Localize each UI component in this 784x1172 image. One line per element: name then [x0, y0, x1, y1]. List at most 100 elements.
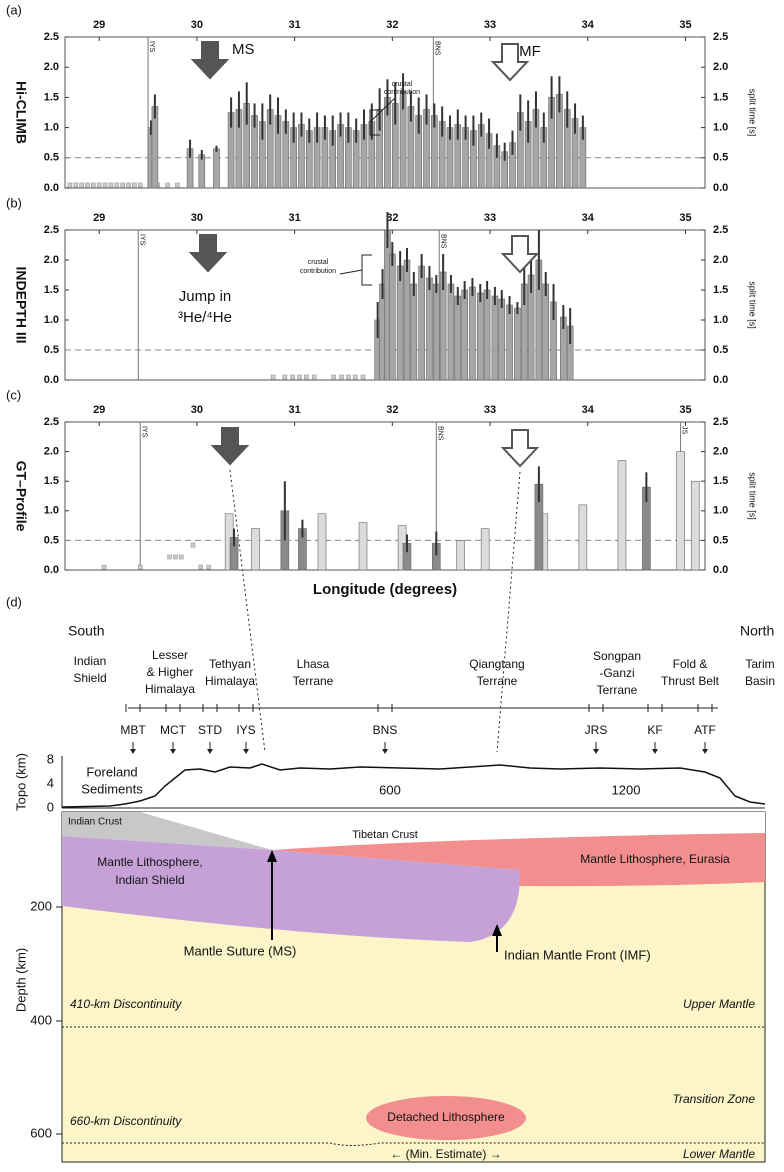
depth-tick-label: 200: [30, 898, 52, 913]
x-tick-label: 34: [582, 19, 595, 31]
y-tick-label: 0.0: [44, 182, 59, 194]
region-label: Thrust Belt: [661, 674, 720, 688]
suture-label: STD: [198, 723, 222, 737]
y2-tick-label: 1.5: [713, 284, 728, 296]
null-point: [178, 554, 184, 560]
null-point: [96, 182, 102, 188]
y-tick-label: 2.5: [44, 416, 59, 428]
null-point: [167, 554, 172, 560]
bar: [426, 277, 433, 381]
null-point: [297, 374, 302, 380]
y-tick-label: 0.5: [44, 344, 59, 356]
direction-label: North: [740, 623, 774, 639]
distance-tick-label: 1200: [612, 782, 641, 797]
null-point: [120, 182, 125, 188]
foreland-label: Sediments: [81, 781, 143, 796]
bar: [542, 283, 550, 381]
bar: [432, 283, 440, 381]
region-label: Shield: [73, 671, 106, 685]
null-point: [67, 182, 73, 188]
panel-label: (b): [6, 195, 22, 210]
topo-tick-label: 8: [47, 751, 54, 766]
discontinuity-label: 410-km Discontinuity: [70, 997, 182, 1011]
null-point: [132, 182, 137, 188]
arrow-filled: [188, 234, 228, 273]
suture-label: MCT: [160, 723, 187, 737]
y2-tick-label: 2.5: [713, 416, 728, 428]
bar: [514, 307, 521, 381]
region-label: Fold &: [673, 657, 708, 671]
x-tick-label: 35: [679, 19, 691, 31]
x-tick-label: 34: [582, 212, 595, 224]
y-tick-label: 1.0: [44, 314, 59, 326]
null-point: [304, 374, 309, 380]
y-tick-label: 0.5: [44, 534, 59, 546]
annotation: contribution: [384, 89, 420, 96]
bar: [617, 460, 627, 571]
arrow-hollow: [500, 429, 540, 468]
y-tick-label: 0.0: [44, 564, 59, 576]
x-axis-label: Longitude (degrees): [313, 581, 457, 598]
boundary-label: BNS: [439, 234, 446, 249]
y2-axis-label: split time [s]: [748, 281, 758, 329]
indian-lithosphere-shape: [62, 836, 521, 942]
y2-tick-label: 0.5: [713, 152, 728, 164]
cross-section: [56, 811, 766, 1163]
null-point: [173, 554, 178, 560]
suture-arrowhead: [593, 749, 599, 754]
y2-axis-label: split time [s]: [748, 472, 758, 520]
x-tick-label: 33: [484, 212, 496, 224]
suture-label: KF: [647, 723, 662, 737]
bar: [213, 148, 220, 189]
layer-label: Mantle Lithosphere, Eurasia: [580, 852, 730, 866]
null-point: [290, 374, 295, 380]
arrow-hollow: [500, 235, 540, 274]
null-point: [270, 374, 276, 380]
y2-tick-label: 2.0: [713, 254, 728, 266]
bar: [198, 154, 206, 189]
null-point: [137, 182, 143, 188]
annotation: contribution: [300, 268, 336, 275]
bar: [456, 540, 466, 571]
y2-tick-label: 2.5: [713, 224, 728, 236]
connector: [496, 471, 521, 753]
y-tick-label: 2.5: [44, 31, 59, 43]
bar: [578, 504, 588, 571]
x-tick-label: 29: [93, 19, 105, 31]
depth-tick-label: 400: [30, 1012, 52, 1027]
x-tick-label: 35: [679, 212, 691, 224]
null-point: [108, 182, 114, 188]
null-point: [346, 374, 351, 380]
x-tick-label: 32: [386, 212, 398, 224]
bar: [676, 451, 685, 571]
eurasian-lithosphere-shape: [272, 833, 765, 887]
suture-arrowhead: [170, 749, 176, 754]
region-label: Basin: [745, 674, 775, 688]
region-label: Songpan: [593, 649, 641, 663]
suture-label: IYS: [236, 723, 255, 737]
x-tick-label: 30: [191, 404, 203, 416]
y-axis-label: GT–Profile: [13, 461, 29, 532]
null-point: [137, 564, 143, 570]
null-point: [165, 182, 170, 188]
null-point: [126, 182, 131, 188]
bar: [403, 259, 411, 381]
arrow-hollow: [490, 43, 530, 82]
boundary-label: JS: [681, 426, 688, 435]
null-point: [331, 374, 337, 380]
layer-label: Detached Lithosphere: [387, 1110, 505, 1124]
x-tick-label: 29: [93, 404, 105, 416]
null-point: [91, 182, 96, 188]
null-point: [352, 374, 358, 380]
null-point: [73, 182, 79, 188]
suture-label: JRS: [585, 723, 608, 737]
y2-tick-label: 0.0: [713, 564, 728, 576]
bar: [498, 298, 506, 381]
arrow-filled: [210, 427, 250, 466]
y2-tick-label: 0.0: [713, 374, 728, 386]
annotation: crustal: [308, 259, 329, 266]
region-label: Tarim: [745, 657, 774, 671]
null-point: [206, 564, 211, 570]
x-tick-label: 30: [191, 19, 203, 31]
